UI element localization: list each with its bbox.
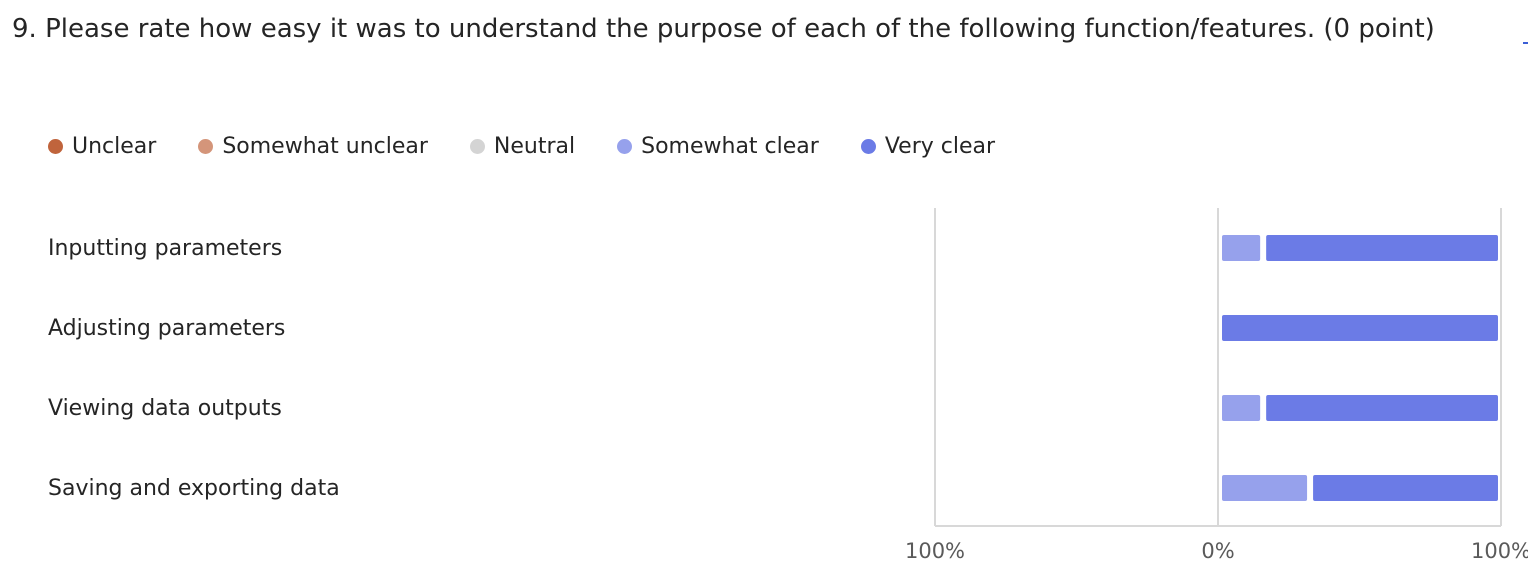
legend-item-somewhat-unclear: Somewhat unclear <box>198 134 428 159</box>
legend-item-very-clear: Very clear <box>860 133 996 159</box>
legend-dot-very-clear <box>860 138 876 154</box>
legend-dot-somewhat-clear <box>617 138 633 154</box>
bar-3-very-clear <box>1313 475 1498 501</box>
legend-label-somewhat-unclear: Somewhat unclear <box>222 133 428 159</box>
legend-item-somewhat-clear: Somewhat clear <box>617 134 819 159</box>
bar-1-very-clear <box>1222 315 1498 341</box>
legend-item-unclear: Unclear <box>48 134 156 159</box>
row-label-adjusting-parameters: Adjusting parameters <box>48 316 286 341</box>
chart-legend: Unclear Somewhat unclear Neutral Somewha… <box>48 130 1037 162</box>
more-details-link[interactable] <box>1523 18 1528 44</box>
bar-2-somewhat-clear <box>1222 395 1261 421</box>
bar-2-very-clear <box>1266 395 1498 421</box>
bar-0-very-clear <box>1266 235 1498 261</box>
bar-3-somewhat-clear <box>1222 475 1308 501</box>
legend-label-neutral: Neutral <box>493 133 576 159</box>
x-tick-label-2: 100% <box>1471 539 1528 563</box>
row-label-inputting-parameters: Inputting parameters <box>48 236 283 261</box>
legend-item-neutral: Neutral <box>469 133 576 159</box>
legend-label-very-clear: Very clear <box>884 133 996 159</box>
x-tick-label-0: 100% <box>905 539 965 563</box>
row-label-viewing-data-outputs: Viewing data outputs <box>48 396 282 421</box>
legend-label-somewhat-clear: Somewhat clear <box>641 133 819 159</box>
legend-dot-neutral <box>469 138 485 154</box>
legend-label-unclear: Unclear <box>72 133 157 159</box>
row-label-saving-and-exporting-data: Saving and exporting data <box>48 476 340 501</box>
legend-dot-unclear <box>48 138 63 154</box>
x-tick-label-1: 0% <box>1201 539 1234 563</box>
legend-dot-somewhat-unclear <box>198 138 214 154</box>
question-title: 9. Please rate how easy it was to unders… <box>12 14 1435 44</box>
bar-0-somewhat-clear <box>1222 235 1261 261</box>
